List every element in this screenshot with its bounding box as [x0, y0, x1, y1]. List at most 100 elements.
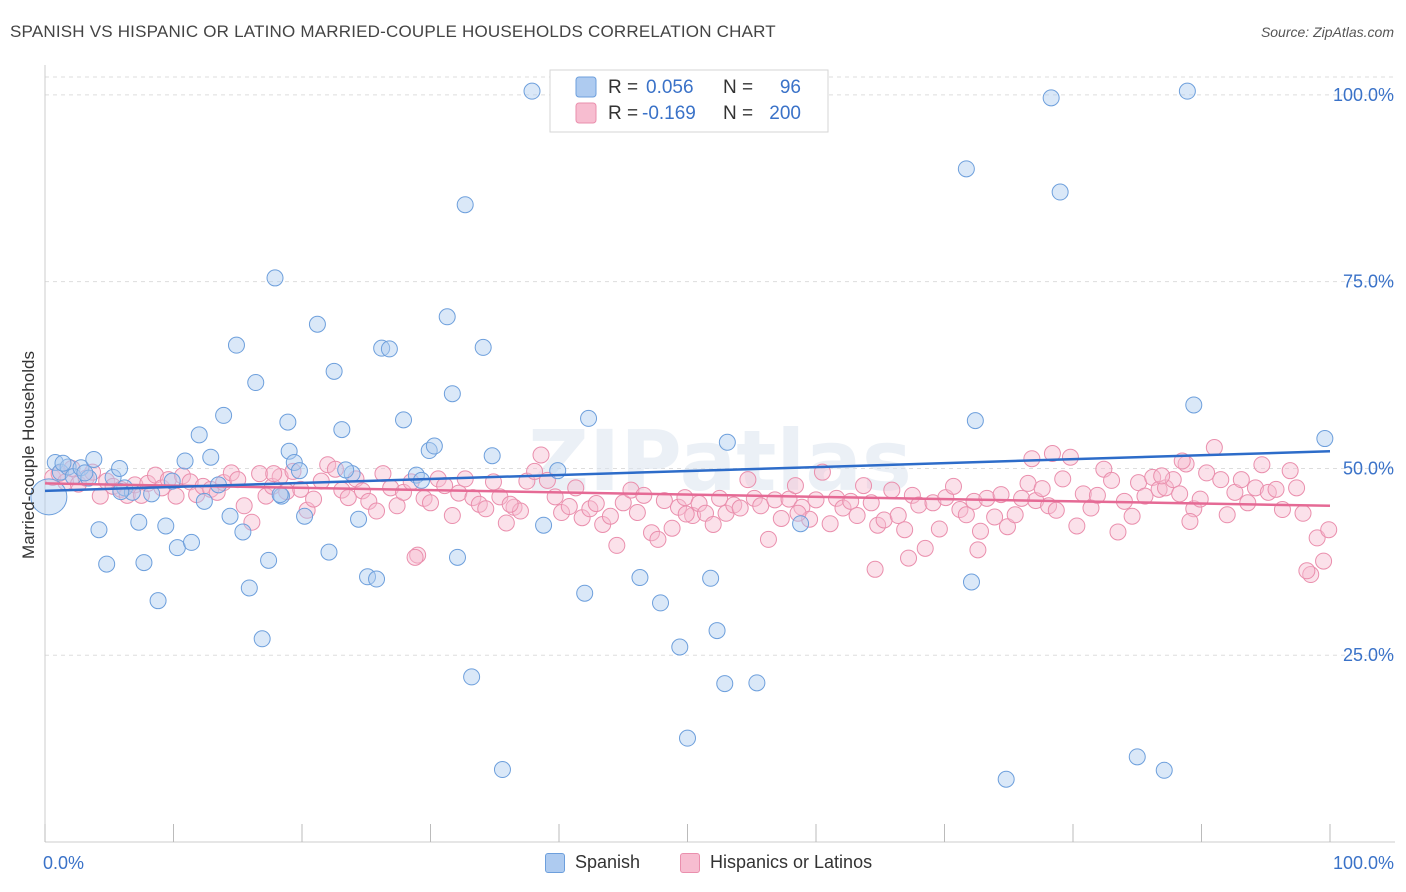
spanish-point — [240, 579, 258, 597]
spanish-point — [438, 308, 456, 326]
spanish-point — [130, 513, 148, 531]
spanish-point — [395, 411, 413, 429]
spanish-point — [149, 592, 167, 610]
hispanic-point — [992, 486, 1010, 504]
spanish-point — [266, 269, 284, 287]
spanish-point — [350, 510, 368, 528]
hispanic-point — [1043, 445, 1061, 462]
spanish-point — [1051, 183, 1069, 201]
hispanic-point — [265, 465, 283, 483]
hispanic-point — [450, 484, 468, 502]
hispanic-point — [896, 521, 914, 539]
spanish-point — [523, 82, 541, 100]
hispanic-point — [1153, 467, 1171, 485]
spanish-point — [631, 569, 649, 587]
hispanic-point — [532, 446, 550, 464]
spanish-point — [190, 426, 208, 444]
chart-title: SPANISH VS HISPANIC OR LATINO MARRIED-CO… — [10, 22, 776, 41]
hispanic-point — [1006, 506, 1024, 524]
spanish-point — [580, 409, 598, 427]
legend-item-label: Hispanics or Latinos — [710, 852, 873, 872]
hispanic-point — [601, 507, 619, 525]
hispanic-point — [789, 504, 807, 522]
hispanic-point — [305, 490, 323, 508]
legend-spanish-r-value: 0.056 — [646, 77, 694, 98]
spanish-point — [474, 338, 492, 356]
hispanic-point — [772, 509, 790, 527]
hispanic-point — [222, 464, 240, 482]
hispanic-point — [930, 520, 948, 538]
hispanic-point — [422, 494, 439, 512]
spanish-point — [380, 340, 398, 358]
hispanic-point — [957, 506, 975, 524]
hispanic-point — [739, 471, 757, 489]
hispanic-point — [1123, 507, 1141, 525]
spanish-point — [483, 447, 501, 465]
spanish-point — [325, 362, 343, 380]
hispanic-point — [614, 494, 632, 512]
spanish-point — [493, 761, 511, 779]
spanish-point — [290, 462, 308, 480]
spanish-point — [280, 442, 298, 460]
hispanic-point — [501, 495, 519, 513]
spanish-point — [679, 729, 696, 747]
spanish-point — [333, 421, 351, 439]
spanish-trend-line — [44, 450, 1331, 493]
spanish-point — [215, 406, 233, 424]
hispanic-point — [409, 546, 427, 564]
hispanic-point — [883, 481, 901, 499]
legend-hispanic-r-value: -0.169 — [642, 103, 696, 124]
hispanic-point — [1205, 439, 1223, 457]
hispanic-point — [998, 518, 1016, 536]
axis-labels: 25.0% 50.0% 75.0% 100.0% 0.0% 100.0% — [43, 85, 1394, 873]
spanish-point — [195, 492, 213, 510]
hispanic-point — [643, 524, 661, 542]
spanish-point — [420, 442, 438, 460]
hispanic-point — [866, 560, 884, 578]
spanish-point — [535, 516, 553, 534]
hispanic-point — [704, 515, 722, 533]
hispanic-point — [1054, 470, 1072, 488]
hispanic-point — [443, 507, 461, 525]
spanish-point — [76, 464, 94, 482]
legend-spanish-n-value: 96 — [780, 77, 801, 98]
spanish-point — [135, 554, 153, 572]
spanish-point — [962, 573, 980, 591]
hispanic-point — [1109, 523, 1127, 541]
grid-lines — [45, 76, 1395, 656]
spanish-point — [90, 521, 108, 539]
spanish-point — [227, 336, 245, 354]
hispanic-trend-line — [44, 482, 1331, 508]
hispanic-point — [1074, 485, 1092, 503]
hispanic-point — [1019, 474, 1037, 492]
legend-item-label: Spanish — [575, 852, 641, 872]
hispanic-point — [1033, 480, 1051, 498]
source-credit: Source: ZipAtlas.com — [1260, 24, 1394, 40]
spanish-point — [253, 630, 271, 648]
spanish-point — [271, 486, 289, 504]
spanish-point — [279, 413, 297, 431]
hispanic-point — [1047, 501, 1065, 519]
spanish-point — [792, 515, 810, 533]
spanish-point — [202, 448, 220, 466]
spanish-point — [463, 668, 481, 686]
spanish-points — [30, 82, 1334, 788]
hispanic-point — [339, 489, 357, 507]
hispanic-point — [978, 489, 996, 507]
spanish-swatch — [545, 852, 565, 873]
hispanic-point — [497, 514, 515, 532]
hispanic-point — [711, 489, 729, 507]
hispanic-point — [848, 507, 866, 525]
spanish-point — [716, 675, 734, 693]
spanish-point — [448, 548, 466, 566]
hispanic-point — [368, 502, 386, 520]
spanish-point — [247, 374, 265, 392]
spanish-point — [957, 160, 975, 178]
hispanic-point — [986, 508, 1004, 526]
spanish-point — [157, 517, 175, 535]
hispanic-point — [663, 519, 681, 537]
spanish-point — [576, 584, 594, 602]
spanish-point — [98, 555, 116, 573]
hispanic-point — [759, 530, 777, 548]
